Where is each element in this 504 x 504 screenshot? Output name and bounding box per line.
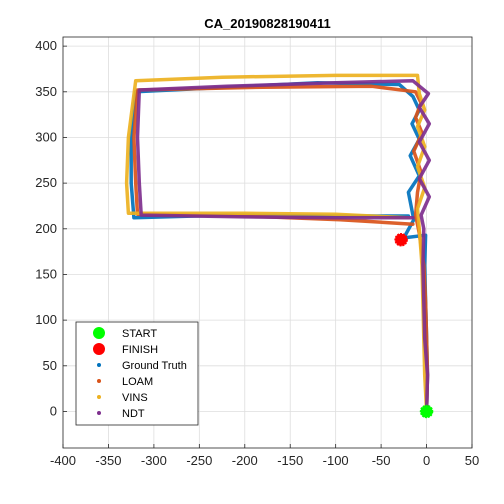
legend-label-finish: FINISH	[122, 344, 158, 356]
y-tick-label: 0	[50, 403, 57, 418]
y-tick-label: 50	[43, 358, 57, 373]
legend-box	[75, 321, 199, 426]
x-tick-label: 0	[423, 453, 430, 468]
y-tick-label: 200	[35, 221, 57, 236]
plot-frame	[62, 36, 473, 449]
x-tick-label: -200	[232, 453, 258, 468]
x-tick-label: -250	[186, 453, 212, 468]
legend-label-ndt: NDT	[122, 408, 145, 420]
x-tick-label: 50	[465, 453, 479, 468]
y-tick-label: 100	[35, 312, 57, 327]
legend-label-loam: LOAM	[122, 376, 153, 388]
legend-label-ground-truth: Ground Truth	[122, 360, 187, 372]
series-ndt	[135, 79, 432, 414]
x-tick-label: -400	[50, 453, 76, 468]
y-tick-label: 300	[35, 129, 57, 144]
x-tick-label: -350	[95, 453, 121, 468]
y-tick-label: 250	[35, 175, 57, 190]
legend-label-vins: VINS	[122, 392, 148, 404]
start-marker	[419, 404, 434, 419]
legend-swatch-loam	[97, 379, 101, 383]
x-tick-label: -100	[323, 453, 349, 468]
legend-swatch-start	[93, 327, 105, 339]
series-layer	[124, 73, 432, 414]
legend-label-start: START	[122, 328, 157, 340]
axis-ticks: -400 -350 -300 -250 -200 -150 -100 -50 0 50 0 50 100…	[35, 38, 479, 468]
x-tick-label: -300	[141, 453, 167, 468]
y-tick-label: 400	[35, 38, 57, 53]
chart-title: CA_20190828190411	[204, 16, 331, 31]
x-tick-label: -150	[277, 453, 303, 468]
marker-layer	[394, 233, 434, 419]
legend-swatch-ground-truth	[97, 363, 101, 367]
y-tick-label: 150	[35, 266, 57, 281]
legend-swatch-vins	[97, 395, 101, 399]
y-tick-label: 350	[35, 84, 57, 99]
legend: START FINISH Ground Truth LOAM VINS NDT	[75, 321, 199, 426]
x-tick-label: -50	[372, 453, 391, 468]
legend-swatch-ndt	[97, 411, 101, 415]
finish-marker	[394, 233, 408, 247]
legend-swatch-finish	[93, 343, 105, 355]
